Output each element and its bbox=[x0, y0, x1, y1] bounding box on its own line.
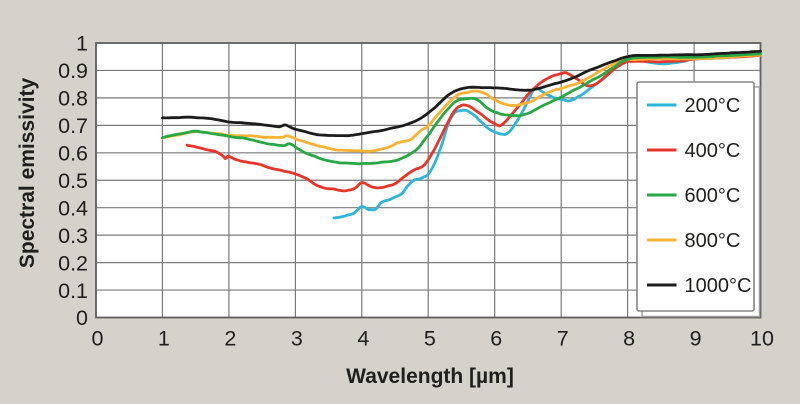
svg-text:0.4: 0.4 bbox=[58, 196, 88, 220]
svg-text:0.2: 0.2 bbox=[58, 251, 88, 275]
svg-text:9: 9 bbox=[690, 327, 702, 351]
svg-text:1000°C: 1000°C bbox=[685, 275, 752, 297]
svg-text:6: 6 bbox=[490, 327, 502, 351]
svg-text:4: 4 bbox=[357, 327, 369, 351]
svg-text:0.5: 0.5 bbox=[58, 169, 88, 193]
svg-text:Spectral emissivity: Spectral emissivity bbox=[16, 78, 39, 269]
svg-text:0.7: 0.7 bbox=[58, 114, 88, 138]
svg-text:8: 8 bbox=[623, 327, 635, 351]
svg-text:1: 1 bbox=[76, 32, 88, 56]
svg-text:1: 1 bbox=[158, 327, 170, 351]
svg-text:10: 10 bbox=[750, 327, 774, 351]
svg-text:800°C: 800°C bbox=[685, 230, 741, 252]
svg-text:3: 3 bbox=[291, 327, 303, 351]
svg-text:400°C: 400°C bbox=[685, 140, 741, 162]
svg-text:200°C: 200°C bbox=[685, 95, 741, 117]
svg-text:0.1: 0.1 bbox=[58, 279, 88, 303]
svg-text:600°C: 600°C bbox=[685, 185, 741, 207]
svg-text:Wavelength [µm]: Wavelength [µm] bbox=[346, 365, 514, 388]
svg-text:7: 7 bbox=[557, 327, 569, 351]
svg-text:0.3: 0.3 bbox=[58, 224, 88, 248]
svg-text:5: 5 bbox=[424, 327, 436, 351]
svg-text:0.6: 0.6 bbox=[58, 142, 88, 166]
svg-text:0.8: 0.8 bbox=[58, 87, 88, 111]
svg-text:0.9: 0.9 bbox=[58, 59, 88, 83]
svg-text:2: 2 bbox=[224, 327, 236, 351]
svg-text:0: 0 bbox=[92, 327, 104, 351]
svg-text:0: 0 bbox=[76, 306, 88, 330]
